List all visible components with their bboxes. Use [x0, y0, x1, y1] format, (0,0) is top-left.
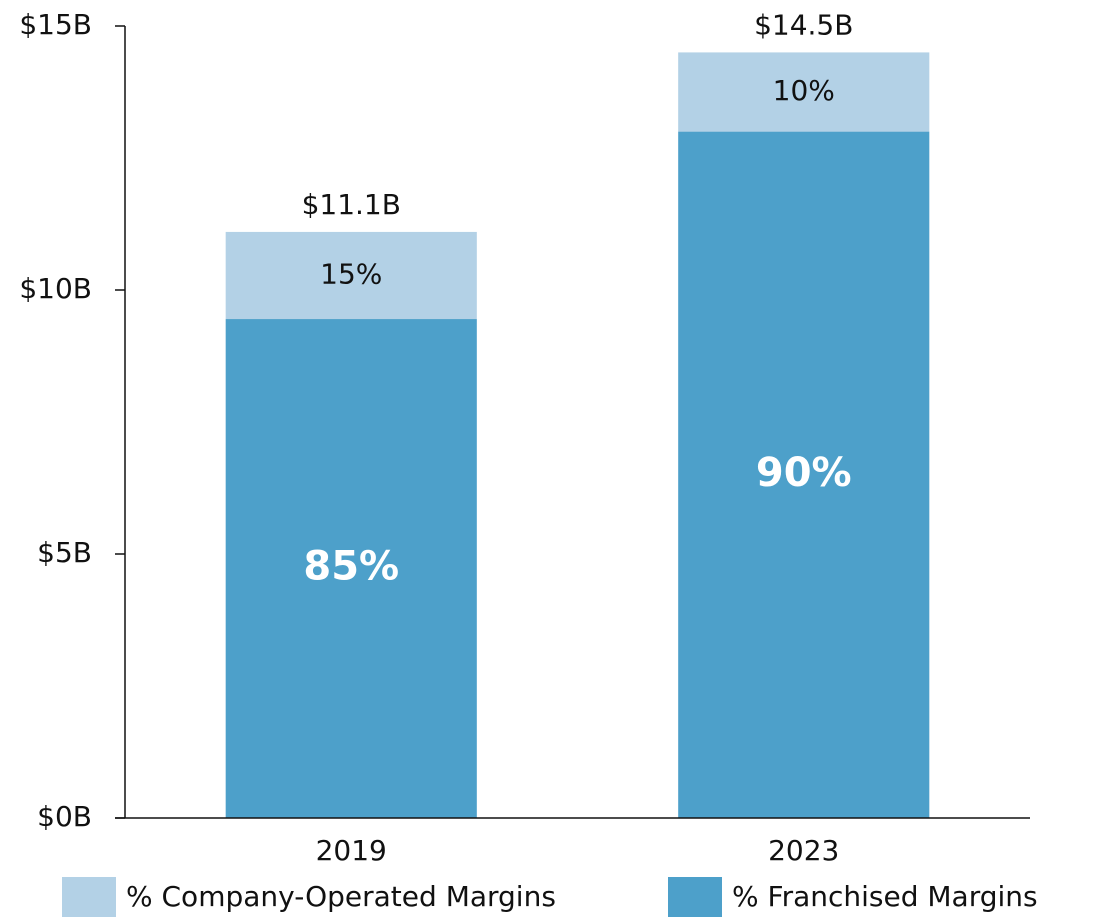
- bar-segment: [225, 231, 477, 320]
- x-tick-label: 2019: [316, 834, 387, 867]
- share-label: 15%: [320, 257, 382, 290]
- legend-swatch: [62, 877, 116, 917]
- y-tick-label: $10B: [19, 272, 92, 305]
- legend-label: % Company-Operated Margins: [126, 880, 556, 913]
- total-label: $14.5B: [754, 8, 853, 41]
- total-label: $11.1B: [302, 188, 401, 221]
- legend-label: % Franchised Margins: [732, 880, 1038, 913]
- y-tick-label: $15B: [19, 8, 92, 41]
- legend-swatch: [668, 877, 722, 917]
- bar-segment: [678, 131, 930, 819]
- bar-segment: [225, 319, 477, 818]
- bar-segment: [678, 52, 930, 132]
- share-label: 90%: [756, 450, 852, 496]
- x-tick-label: 2023: [768, 834, 839, 867]
- y-tick-label: $0B: [37, 800, 92, 833]
- y-tick-label: $5B: [37, 536, 92, 569]
- share-label: 10%: [773, 74, 835, 107]
- share-label: 85%: [303, 544, 399, 590]
